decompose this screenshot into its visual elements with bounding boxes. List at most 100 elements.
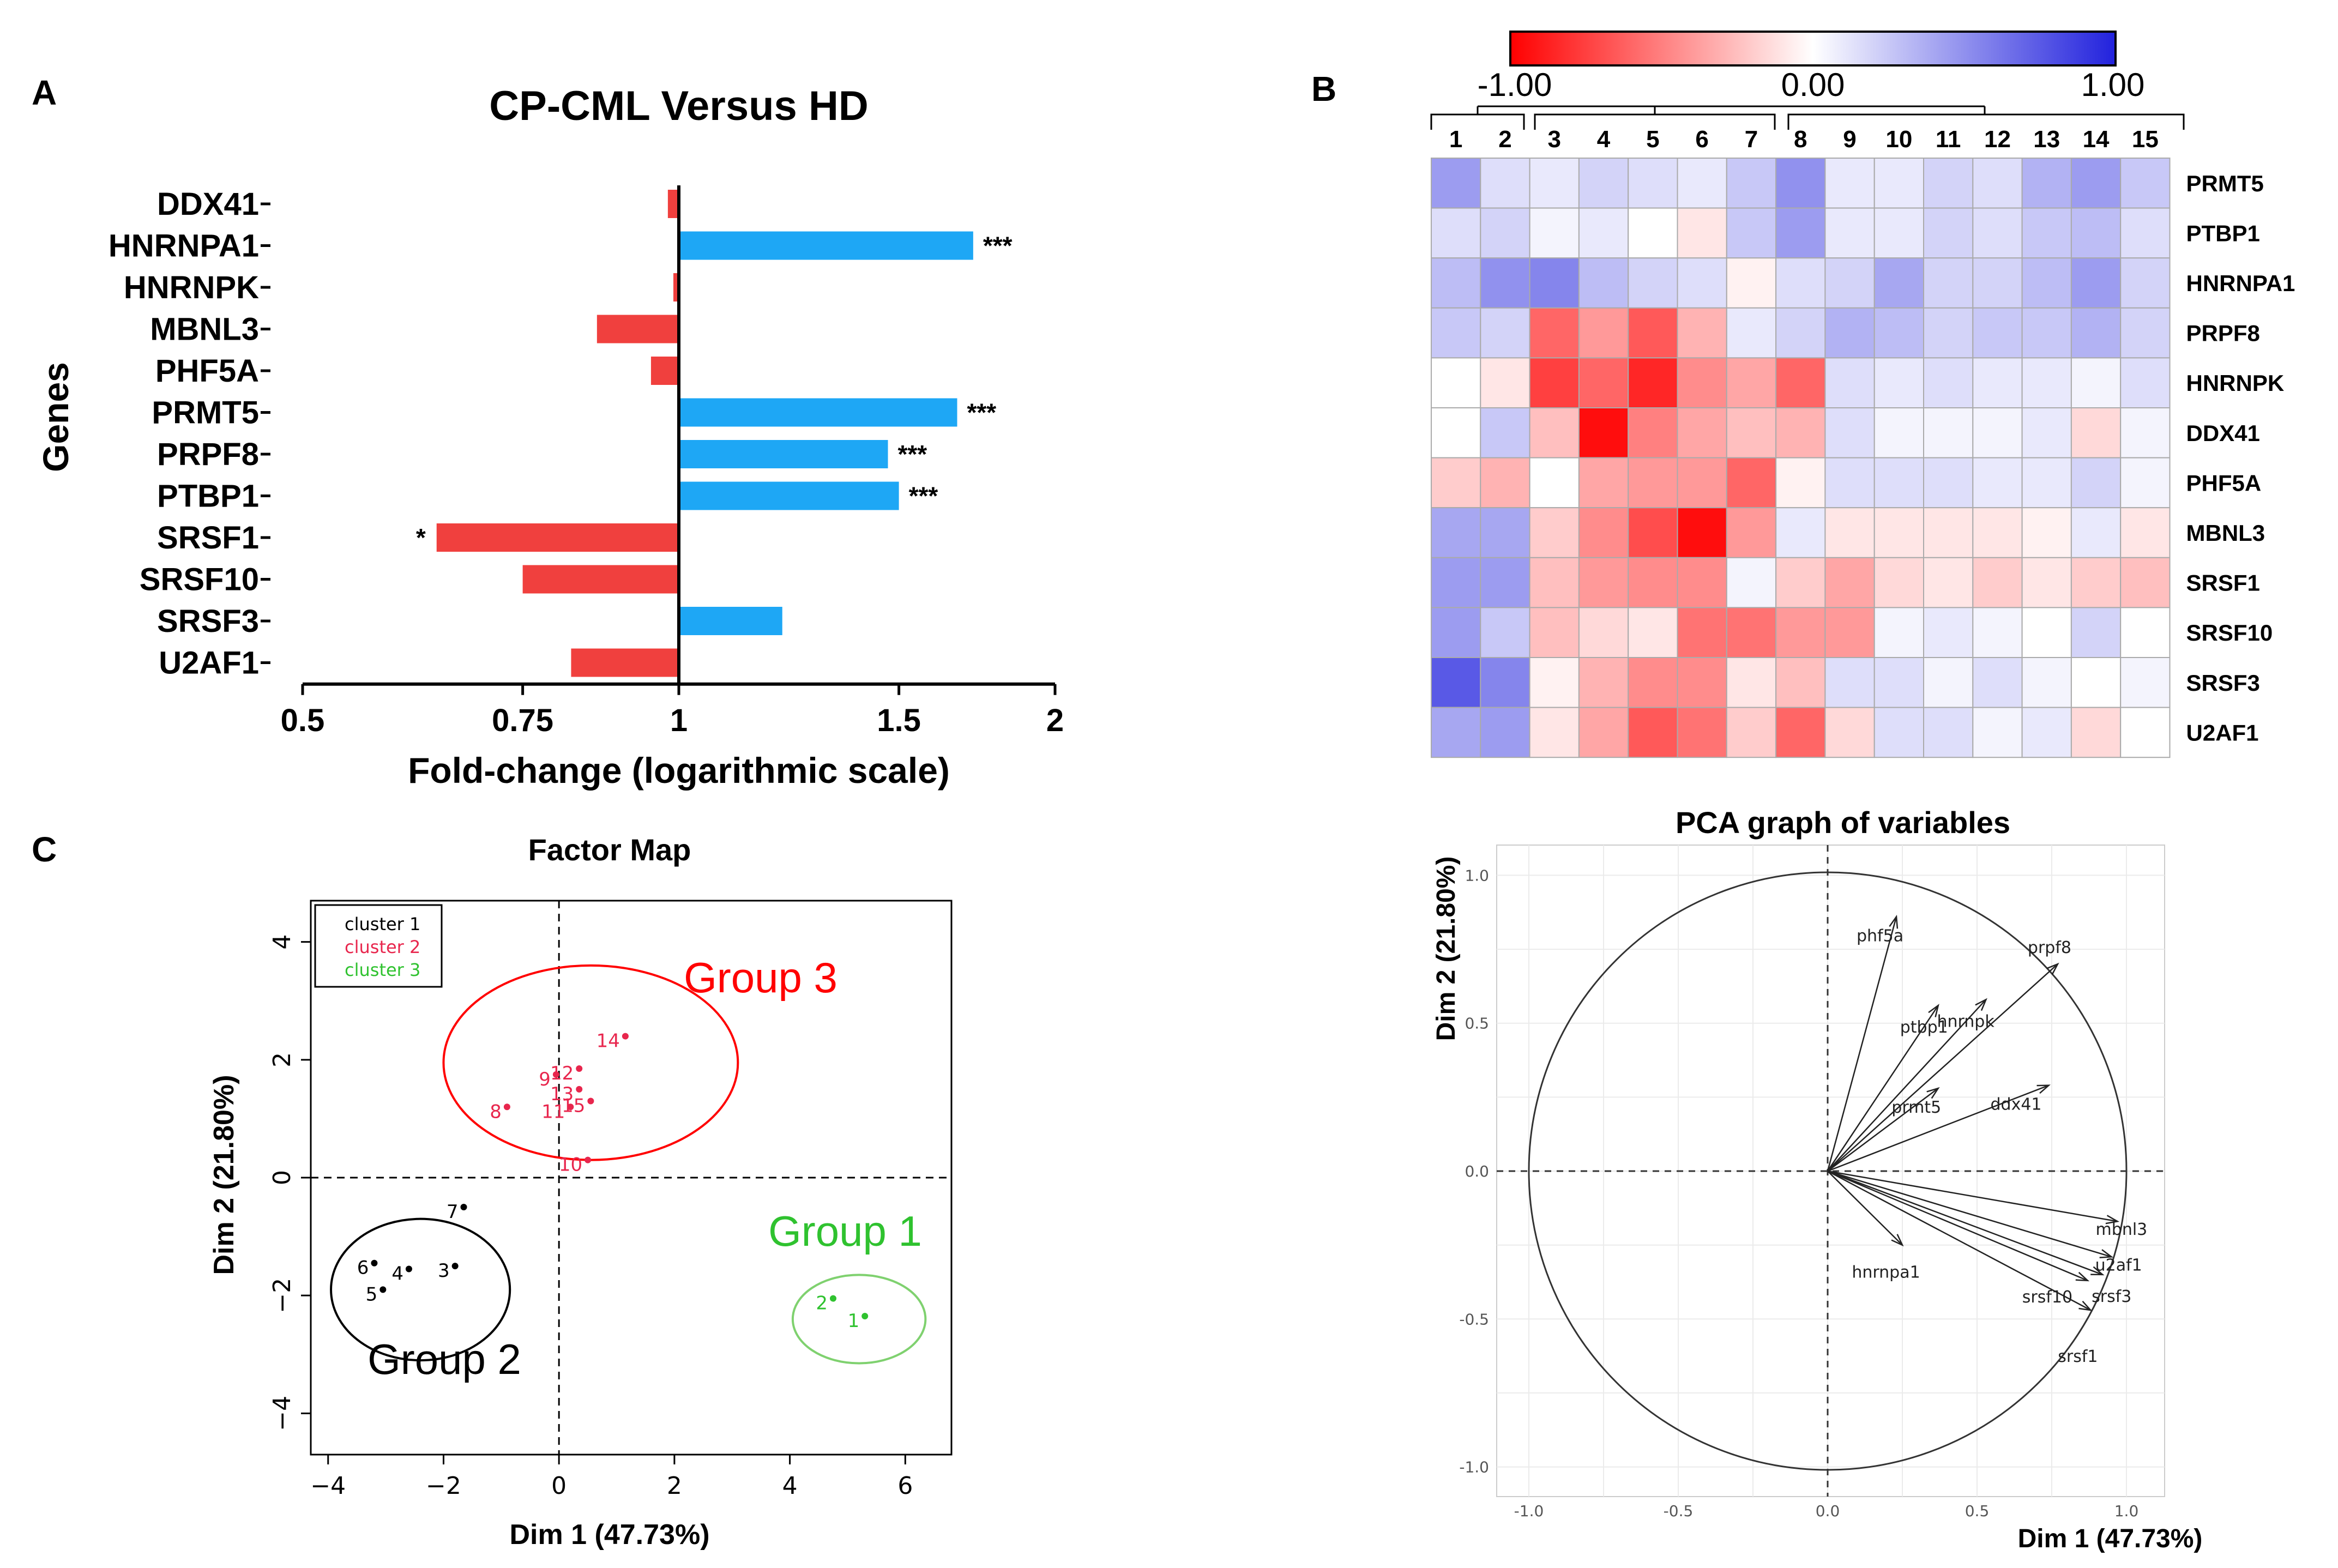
heatmap-cell <box>1972 407 2023 459</box>
heatmap-cell <box>1628 557 1678 608</box>
vector-label-phf5a: phf5a <box>1857 926 1903 945</box>
heatmap-cell <box>1578 507 1629 558</box>
heatmap-color-scale <box>1509 31 2117 67</box>
heatmap-cell <box>1923 207 1974 259</box>
point-7 <box>460 1204 467 1211</box>
heatmap-cell <box>1824 407 1875 459</box>
heatmap-cell <box>1873 507 1924 558</box>
x-tick-label: 1 <box>670 703 688 738</box>
bar-label-prpf8: PRPF8 <box>157 437 259 472</box>
y-tick-label: −4 <box>268 1396 296 1431</box>
heatmap-col-label: 15 <box>2132 126 2159 153</box>
x-tick-label: 1.5 <box>877 703 921 738</box>
heatmap-cell <box>2120 607 2171 659</box>
bar-label-u2af1: U2AF1 <box>159 646 259 681</box>
heatmap-cell <box>1775 357 1826 409</box>
heatmap-cell <box>1824 357 1875 409</box>
x-tick-label: -0.5 <box>1664 1502 1694 1520</box>
heatmap-cell <box>1677 257 1727 309</box>
vector-arrowhead <box>1889 914 1899 929</box>
point-label: 5 <box>366 1283 378 1305</box>
x-tick-label: 0.5 <box>1965 1502 1990 1520</box>
factor-map-chart: Factor Map Dim 1 (47.73%) Dim 2 (21.80%)… <box>208 833 953 1551</box>
heatmap-cell <box>1923 407 1974 459</box>
heatmap-cell <box>1775 607 1826 659</box>
factor-map-ylabel: Dim 2 (21.80%) <box>208 1075 240 1275</box>
heatmap-col-label: 9 <box>1843 126 1856 153</box>
bar-prmt5 <box>679 398 957 427</box>
heatmap-row-label-hnrnpa1: HNRNPA1 <box>2186 270 2295 296</box>
heatmap-cell <box>1628 307 1678 359</box>
point-6 <box>371 1259 378 1267</box>
point-label: 9 <box>539 1069 551 1090</box>
heatmap-cell <box>1628 457 1678 509</box>
heatmap-cell <box>1873 657 1924 708</box>
heatmap-cell <box>1824 607 1875 659</box>
heatmap-col-label: 2 <box>1498 126 1511 153</box>
heatmap-cell <box>1431 407 1481 459</box>
vector-arrowhead <box>2090 1266 2105 1276</box>
heatmap-cell <box>1431 357 1481 409</box>
pca-variables-chart: PCA graph of variables Dim 1 (47.73%) Di… <box>1432 805 2202 1553</box>
vector-u2af1 <box>1827 1170 2112 1258</box>
heatmap-cell <box>1923 607 1974 659</box>
heatmap-cell <box>2070 257 2122 309</box>
bar-chart-ylabel: Genes <box>35 362 76 472</box>
y-tick-label: 2 <box>268 1052 296 1068</box>
heatmap-cell <box>1775 307 1826 359</box>
heatmap-cell <box>2070 707 2122 758</box>
heatmap-row-label-prpf8: PRPF8 <box>2186 321 2260 346</box>
bar-label-ptbp1: PTBP1 <box>157 479 259 514</box>
bar-label-ddx41: DDX41 <box>157 186 259 222</box>
heatmap-scale-mid: 0.00 <box>1781 67 1845 103</box>
heatmap-row-label-srsf1: SRSF1 <box>2186 570 2260 596</box>
bar-label-mbnl3: MBNL3 <box>150 312 259 347</box>
heatmap-cell <box>1775 158 1826 209</box>
heatmap-cell <box>1529 207 1580 259</box>
significance-mark: *** <box>983 232 1013 260</box>
vector-label-srsf1: srsf1 <box>2058 1347 2098 1366</box>
heatmap-cell <box>2021 557 2072 608</box>
heatmap-cell <box>1677 207 1727 259</box>
heatmap-cell <box>1431 707 1481 758</box>
pca-xlabel: Dim 1 (47.73%) <box>2018 1524 2203 1553</box>
heatmap-cell <box>1972 557 2023 608</box>
vector-label-prpf8: prpf8 <box>2028 938 2071 957</box>
bar-chart-plot: DDX41 HNRNPA1 *** HNRNPK MBNL3 PHF5A PRMT5 *** P… <box>109 185 1064 738</box>
group-ellipse <box>330 1217 511 1362</box>
heatmap-cell <box>1873 207 1924 259</box>
bar-chart-title: CP-CML Versus HD <box>489 83 868 129</box>
heatmap-row-label-hnrnpk: HNRNPK <box>2186 370 2285 396</box>
bar-srsf10 <box>522 565 679 594</box>
heatmap-cell <box>1677 457 1727 509</box>
correlation-heatmap: -1.00 0.00 1.00 1 2 3 4 5 6 7 8 9 10 11 12 13 14 15PRM… <box>1430 31 2295 758</box>
heatmap-col-label: 6 <box>1695 126 1708 153</box>
bar-label-prmt5: PRMT5 <box>152 395 259 431</box>
point-label: 10 <box>559 1154 582 1176</box>
heatmap-row-label-u2af1: U2AF1 <box>2186 720 2259 745</box>
heatmap-cell <box>1677 657 1727 708</box>
bar-chart-xlabel: Fold-change (logarithmic scale) <box>408 750 950 791</box>
heatmap-cell <box>1873 707 1924 758</box>
heatmap-cell <box>1923 557 1974 608</box>
heatmap-cell <box>1431 457 1481 509</box>
x-tick-label: 1.0 <box>2114 1502 2139 1520</box>
heatmap-cell <box>2120 357 2171 409</box>
vector-prmt5 <box>1827 1088 1939 1172</box>
pca-title: PCA graph of variables <box>1676 805 2010 840</box>
heatmap-cell <box>1628 507 1678 558</box>
heatmap-cell <box>2120 457 2171 509</box>
heatmap-cell <box>1923 158 1974 209</box>
heatmap-cell <box>1873 257 1924 309</box>
heatmap-cell <box>1480 407 1530 459</box>
heatmap-row-label-ddx41: DDX41 <box>2186 420 2260 446</box>
heatmap-cell <box>1529 457 1580 509</box>
heatmap-cell <box>1972 158 2023 209</box>
heatmap-cell <box>1529 257 1580 309</box>
vector-arrowhead <box>2036 1084 2051 1094</box>
vector-label-hnrnpk: hnrnpk <box>1937 1012 1994 1031</box>
heatmap-cell <box>1628 207 1678 259</box>
heatmap-cell <box>1824 307 1875 359</box>
heatmap-cell <box>1775 407 1826 459</box>
heatmap-cell <box>2021 707 2072 758</box>
